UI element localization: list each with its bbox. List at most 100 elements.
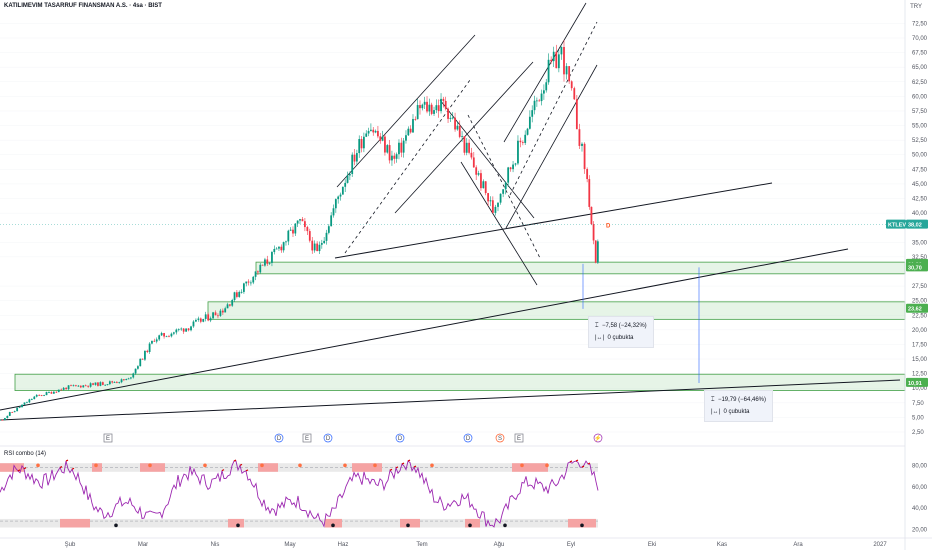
candle-body bbox=[151, 340, 153, 344]
candle-body bbox=[528, 116, 531, 129]
channel-line bbox=[344, 79, 471, 254]
candle-body bbox=[148, 343, 151, 352]
candle-body bbox=[461, 136, 463, 137]
channel-line bbox=[467, 114, 541, 259]
y-tick-label: 62,50 bbox=[912, 80, 928, 86]
rsi-red-segment bbox=[71, 467, 75, 470]
event-marker bbox=[395, 433, 405, 443]
candle-body bbox=[104, 384, 107, 386]
symbol-tag bbox=[886, 219, 906, 229]
candle-body bbox=[487, 193, 489, 202]
rsi-tick-label: 40,00 bbox=[912, 506, 928, 512]
candle-body bbox=[250, 282, 252, 284]
time-axis[interactable]: Şub Mar Nis May Haz Tem Ağu Eyl Eki Kas Ara 2027 bbox=[0, 537, 932, 548]
candle-body bbox=[407, 128, 410, 136]
candle-body bbox=[509, 167, 512, 170]
rsi-oversold-zone bbox=[568, 518, 596, 528]
rsi-red-segment bbox=[65, 459, 69, 462]
y-tick-label: 25,00 bbox=[912, 299, 928, 305]
candle-body bbox=[303, 221, 306, 228]
y-tick-label: 15,00 bbox=[912, 357, 928, 363]
event-markers[interactable]: E D E D D D S E ⚡ bbox=[103, 433, 603, 443]
candle-body bbox=[175, 329, 178, 333]
rsi-red-segment bbox=[587, 462, 591, 465]
candle-body bbox=[594, 240, 597, 263]
x-tick-label: Şub bbox=[65, 542, 76, 548]
rsi-red-segment bbox=[413, 465, 417, 468]
measure-box-1[interactable]: ⌶ −7,58 (−24,32%) |↔| 0 çubukta bbox=[588, 316, 654, 348]
candle-body bbox=[365, 133, 368, 137]
rsi-red-segment bbox=[245, 469, 249, 472]
y-tick-label: 65,00 bbox=[912, 65, 928, 71]
event-label: D bbox=[466, 436, 471, 442]
support-zones[interactable] bbox=[14, 261, 906, 391]
candle-body bbox=[55, 391, 58, 393]
candle-body bbox=[442, 98, 445, 101]
candle-body bbox=[346, 175, 349, 183]
candle-body bbox=[596, 241, 599, 263]
price-tag-value: 30,70 bbox=[908, 265, 922, 271]
candle-body bbox=[341, 186, 344, 195]
rsi-tick-label: 20,00 bbox=[912, 528, 928, 534]
price-axis[interactable]: 72,50 70,00 67,50 65,00 62,50 60,00 57,50 55,00… bbox=[904, 0, 928, 550]
candle-body bbox=[182, 328, 185, 332]
candle-body bbox=[301, 219, 304, 222]
measure-box-2[interactable]: ⌶ −19,79 (−64,46%) |↔| 0 çubukta bbox=[704, 390, 773, 422]
rsi-tick-label: 80,00 bbox=[912, 463, 928, 469]
candle-body bbox=[94, 382, 97, 385]
channel-line bbox=[460, 161, 538, 286]
rsi-oversold-zone bbox=[400, 518, 420, 528]
candle-body bbox=[192, 321, 195, 327]
candle-body bbox=[11, 412, 14, 413]
event-label: E bbox=[517, 436, 521, 442]
rsi-signal-dot bbox=[503, 523, 507, 528]
y-tick-label: 47,50 bbox=[912, 167, 928, 173]
candle-body bbox=[405, 135, 407, 141]
candle-body bbox=[257, 271, 259, 273]
measure-lines[interactable]: D bbox=[0, 224, 905, 383]
rsi-indicator-label[interactable]: RSI combo (14) bbox=[4, 451, 47, 457]
channel-lines[interactable] bbox=[336, 2, 598, 286]
currency-label[interactable]: TRY bbox=[910, 4, 922, 10]
candle-body bbox=[325, 232, 328, 241]
candle-body bbox=[379, 136, 382, 141]
candle-body bbox=[524, 134, 527, 143]
candle-body bbox=[344, 182, 347, 187]
rsi-signal-dot bbox=[203, 463, 207, 468]
candle-body bbox=[28, 399, 31, 403]
candle-body bbox=[202, 318, 205, 322]
y-tick-label: 50,00 bbox=[912, 153, 928, 159]
candle-body bbox=[444, 100, 447, 109]
rsi-signal-dot bbox=[260, 463, 264, 468]
candle-body bbox=[514, 163, 517, 165]
candle-body bbox=[3, 418, 6, 421]
candle-body bbox=[146, 350, 149, 352]
candle-body bbox=[130, 377, 132, 379]
candle-body bbox=[456, 125, 459, 130]
chart-title[interactable]: KATILIMEVIM TASARRUF FINANSMAN A.S. · 4s… bbox=[4, 3, 162, 9]
rsi-axis[interactable]: 80,00 60,00 40,00 20,00 bbox=[912, 463, 928, 533]
candle-body bbox=[160, 333, 163, 336]
candle-body bbox=[521, 142, 524, 143]
trend-lines[interactable] bbox=[0, 182, 901, 421]
price-tag bbox=[906, 303, 928, 313]
support-zone bbox=[255, 261, 906, 275]
range-icon: ⌶ bbox=[595, 323, 599, 329]
candle-body bbox=[70, 385, 72, 387]
price-tag bbox=[906, 377, 928, 387]
range-icon: ⌶ bbox=[711, 397, 715, 403]
candle-body bbox=[409, 128, 412, 133]
candle-body bbox=[421, 104, 424, 109]
rsi-signal-dot bbox=[148, 463, 152, 468]
candle-body bbox=[155, 339, 158, 342]
candle-body bbox=[285, 241, 287, 243]
candle-body bbox=[449, 117, 452, 119]
candle-body bbox=[170, 333, 173, 337]
x-tick-label: Ara bbox=[793, 542, 803, 548]
candle-body bbox=[583, 143, 586, 170]
candle-body bbox=[323, 240, 326, 244]
candle-body bbox=[111, 381, 114, 383]
y-tick-label: 42,50 bbox=[912, 197, 928, 203]
candle-body bbox=[289, 229, 292, 231]
